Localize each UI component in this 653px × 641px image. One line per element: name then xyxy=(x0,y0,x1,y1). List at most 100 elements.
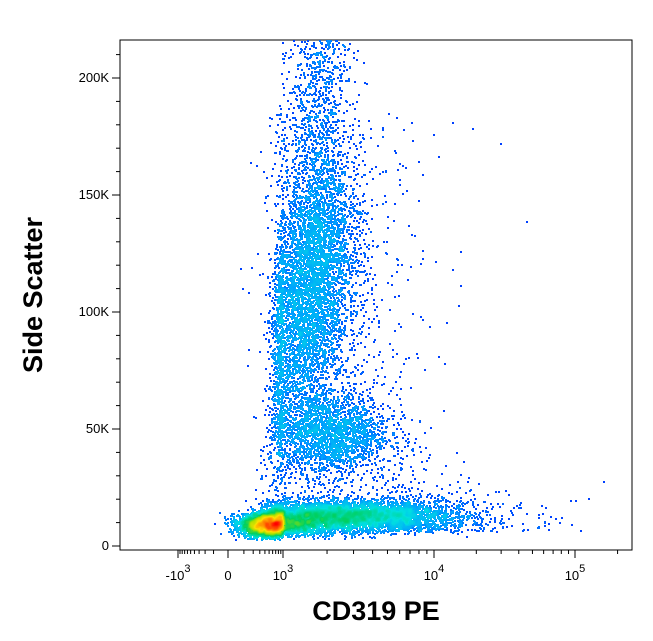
data-point xyxy=(361,331,363,333)
data-point xyxy=(274,283,276,285)
data-point xyxy=(422,174,424,176)
data-point xyxy=(329,273,331,275)
data-point xyxy=(387,500,389,502)
data-point xyxy=(298,164,300,166)
data-point xyxy=(308,68,310,70)
data-point xyxy=(351,262,353,264)
data-point xyxy=(270,461,272,463)
data-point xyxy=(367,260,369,262)
data-point xyxy=(294,345,296,347)
data-point xyxy=(414,235,416,237)
data-point xyxy=(299,77,301,79)
data-point xyxy=(430,507,432,509)
data-point xyxy=(295,331,297,333)
data-point xyxy=(285,392,287,394)
data-point xyxy=(516,505,518,507)
data-point xyxy=(332,406,334,408)
data-point xyxy=(383,498,385,500)
data-point xyxy=(313,111,315,113)
data-point xyxy=(279,251,281,253)
data-point xyxy=(502,522,504,524)
data-point xyxy=(233,535,235,537)
data-point xyxy=(317,363,319,365)
data-point xyxy=(327,154,329,156)
data-point xyxy=(420,495,422,497)
data-point xyxy=(338,110,340,112)
data-point xyxy=(370,137,372,139)
data-point xyxy=(291,376,293,378)
data-point xyxy=(527,529,529,531)
data-point xyxy=(287,427,289,429)
data-point xyxy=(294,203,296,205)
data-point xyxy=(445,501,447,503)
data-point xyxy=(343,131,345,133)
data-point xyxy=(268,339,270,341)
data-point xyxy=(284,121,286,123)
data-point xyxy=(307,134,309,136)
data-point xyxy=(330,127,332,129)
data-point xyxy=(305,161,307,163)
data-point xyxy=(307,423,309,425)
data-point xyxy=(399,496,401,498)
data-point xyxy=(304,41,306,43)
data-point xyxy=(334,363,336,365)
data-point xyxy=(272,168,274,170)
data-point xyxy=(284,352,286,354)
data-point xyxy=(359,234,361,236)
data-point xyxy=(271,276,273,278)
data-point xyxy=(261,476,263,478)
data-point xyxy=(431,495,433,497)
data-point xyxy=(421,461,423,463)
data-point xyxy=(275,205,277,207)
data-point xyxy=(394,437,396,439)
data-point xyxy=(284,134,286,136)
data-point xyxy=(309,48,311,50)
data-point xyxy=(309,112,311,114)
data-point xyxy=(340,263,342,265)
data-point xyxy=(278,136,280,138)
data-point xyxy=(312,439,314,441)
data-point xyxy=(278,449,280,451)
data-point xyxy=(315,83,317,85)
data-point xyxy=(309,83,311,85)
data-point xyxy=(459,487,461,489)
data-point xyxy=(356,101,358,103)
data-point xyxy=(303,499,305,501)
data-point xyxy=(382,423,384,425)
data-point xyxy=(301,107,303,109)
data-point xyxy=(276,244,278,246)
data-point xyxy=(388,469,390,471)
data-point xyxy=(354,118,356,120)
data-point xyxy=(413,454,415,456)
data-point xyxy=(378,354,380,356)
data-point xyxy=(363,174,365,176)
data-point xyxy=(571,524,573,526)
data-point xyxy=(259,351,261,353)
data-point xyxy=(329,389,331,391)
data-point xyxy=(333,101,335,103)
data-point xyxy=(330,297,332,299)
data-point xyxy=(385,443,387,445)
data-point xyxy=(280,220,282,222)
data-point xyxy=(429,493,431,495)
data-point xyxy=(333,480,335,482)
data-point xyxy=(305,90,307,92)
data-point xyxy=(368,120,370,122)
data-point xyxy=(238,536,240,538)
data-point xyxy=(387,227,389,229)
data-point xyxy=(231,515,233,517)
data-point xyxy=(284,286,286,288)
data-point xyxy=(448,492,450,494)
data-point xyxy=(355,383,357,385)
data-point xyxy=(358,424,360,426)
data-point xyxy=(320,449,322,451)
data-point xyxy=(418,161,420,163)
data-point xyxy=(332,482,334,484)
data-point xyxy=(330,312,332,314)
data-point xyxy=(338,120,340,122)
data-point xyxy=(322,92,324,94)
data-point xyxy=(336,243,338,245)
data-point xyxy=(400,404,402,406)
data-point xyxy=(368,354,370,356)
data-point xyxy=(274,299,276,301)
